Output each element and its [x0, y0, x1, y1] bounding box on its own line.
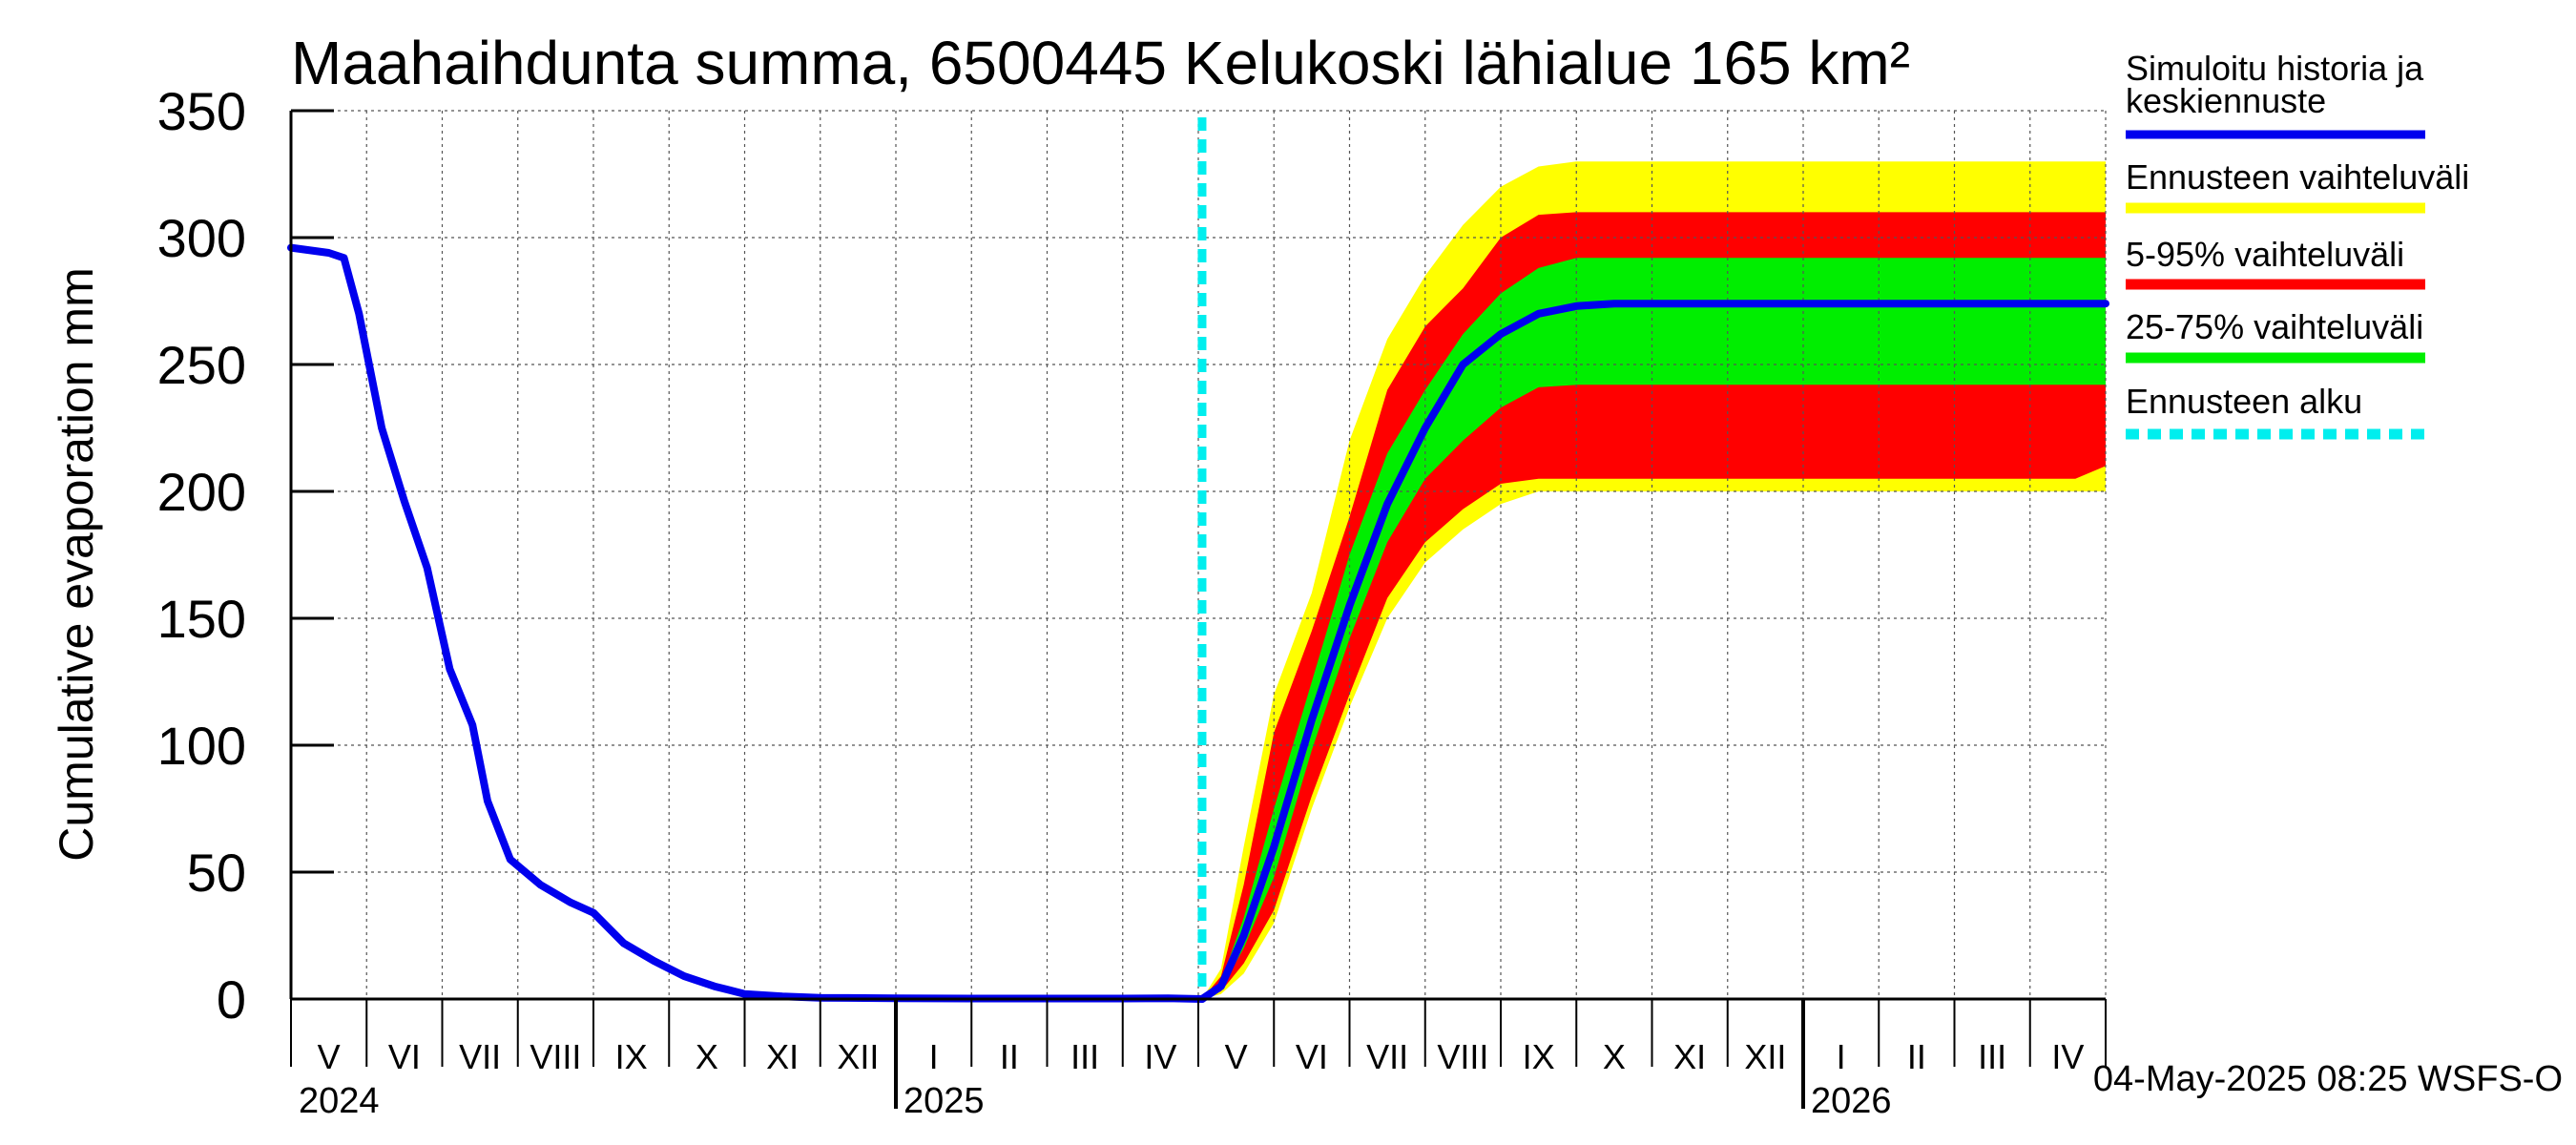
legend-label: 5-95% vaihteluväli [2126, 235, 2404, 274]
month-label: II [1000, 1037, 1019, 1076]
y-tick-label: 100 [157, 716, 246, 776]
history-line [287, 243, 1206, 1003]
month-label: III [1978, 1037, 2006, 1076]
month-label: VI [1296, 1037, 1328, 1076]
month-label: XI [1673, 1037, 1706, 1076]
month-label: I [1837, 1037, 1846, 1076]
chart-title: Maahaihdunta summa, 6500445 Kelukoski lä… [291, 29, 1910, 97]
month-label: XII [837, 1037, 879, 1076]
y-tick-label: 200 [157, 462, 246, 522]
year-label: 2026 [1811, 1081, 1892, 1121]
month-label: VII [1366, 1037, 1408, 1076]
month-label: XII [1744, 1037, 1786, 1076]
band-25-75 [1202, 258, 2106, 999]
legend-label: Ennusteen alku [2126, 382, 2362, 421]
month-label: XI [766, 1037, 799, 1076]
month-label: III [1070, 1037, 1099, 1076]
month-label: VIII [1437, 1037, 1488, 1076]
month-label: IX [615, 1037, 648, 1076]
y-axis-ticks: 0 50 100 150 200 250 300 350 [157, 81, 334, 1030]
month-label: X [1603, 1037, 1626, 1076]
y-tick-label: 350 [157, 81, 246, 141]
legend-label: keskiennuste [2126, 81, 2326, 120]
month-label: VI [388, 1037, 421, 1076]
x-axis-labels: V VI VII VIII IX X XI XII I II III IV V VI VII VIII IX X X… [299, 1037, 2084, 1121]
y-tick-label: 0 [217, 969, 246, 1030]
month-label: II [1907, 1037, 1926, 1076]
year-label: 2024 [299, 1081, 380, 1121]
month-label: VII [459, 1037, 501, 1076]
month-label: I [929, 1037, 939, 1076]
month-label: IX [1523, 1037, 1555, 1076]
timestamp-footer: 04-May-2025 08:25 WSFS-O [2093, 1059, 2563, 1099]
legend-label: Simuloitu historia ja [2126, 49, 2424, 88]
y-tick-label: 250 [157, 335, 246, 395]
y-tick-label: 150 [157, 589, 246, 649]
month-label: X [696, 1037, 718, 1076]
axes [289, 111, 2107, 1109]
y-tick-label: 300 [157, 208, 246, 268]
month-label: IV [1144, 1037, 1176, 1076]
forecast-bands [1202, 161, 2106, 999]
month-label: V [1225, 1037, 1248, 1076]
month-label: IV [2051, 1037, 2084, 1076]
year-label: 2025 [904, 1081, 985, 1121]
median-forecast-line [1198, 300, 2109, 1003]
legend-label: 25-75% vaihteluväli [2126, 307, 2423, 346]
legend-label: Ennusteen vaihteluväli [2126, 157, 2469, 197]
month-label: VIII [530, 1037, 581, 1076]
y-tick-label: 50 [187, 843, 246, 903]
month-label: V [318, 1037, 341, 1076]
y-axis-label: Cumulative evaporation mm [50, 267, 103, 862]
